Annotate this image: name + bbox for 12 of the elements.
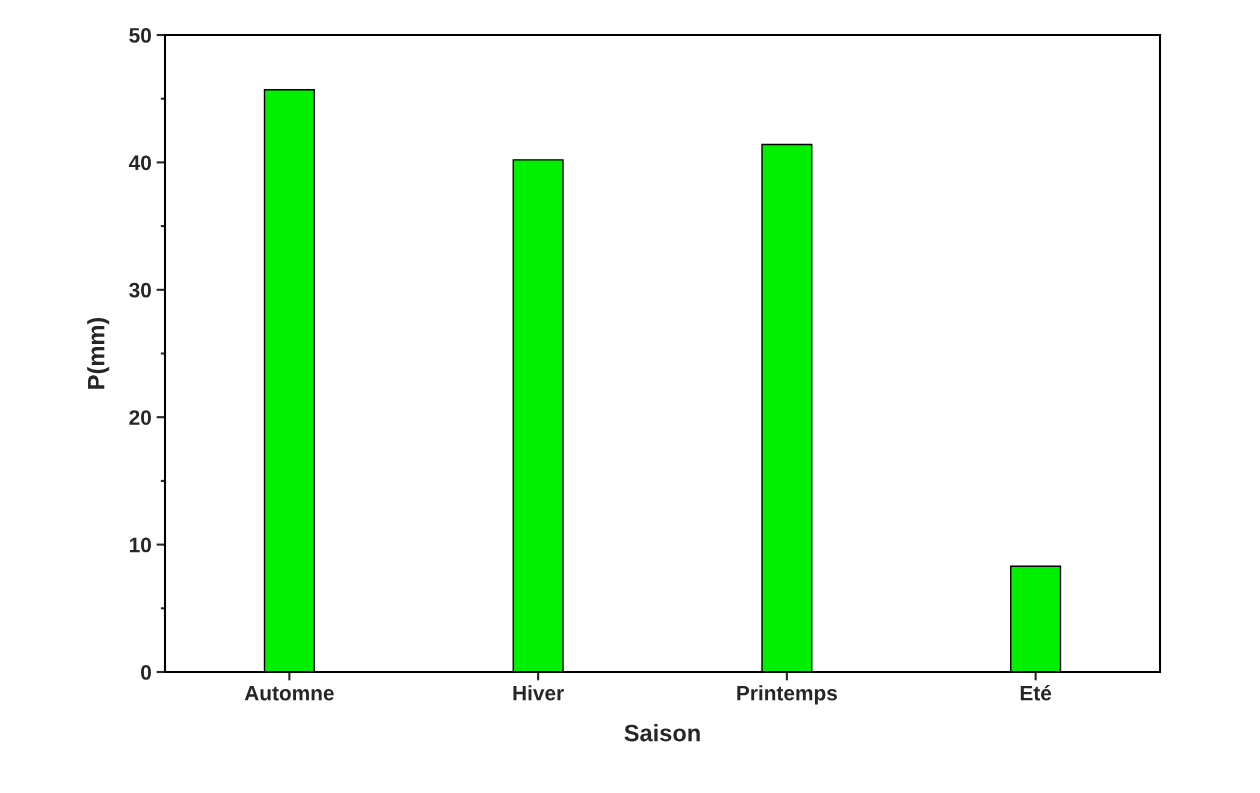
y-tick-label: 10 <box>129 537 151 553</box>
x-tick-label: Hiver <box>513 685 564 701</box>
y-tick-label: 50 <box>129 28 151 43</box>
x-axis-title: Saison <box>624 724 700 742</box>
x-tick-label: Printemps <box>737 685 837 705</box>
y-tick-label: 40 <box>128 155 151 171</box>
y-tick-label: 0 <box>141 665 151 680</box>
y-tick-label: 20 <box>129 410 151 425</box>
y-axis-title: P(mm) <box>87 317 110 389</box>
x-tick-label: Eté <box>1020 685 1052 701</box>
x-tick-label: Automne <box>244 685 334 701</box>
y-tick-label: 30 <box>129 282 151 298</box>
